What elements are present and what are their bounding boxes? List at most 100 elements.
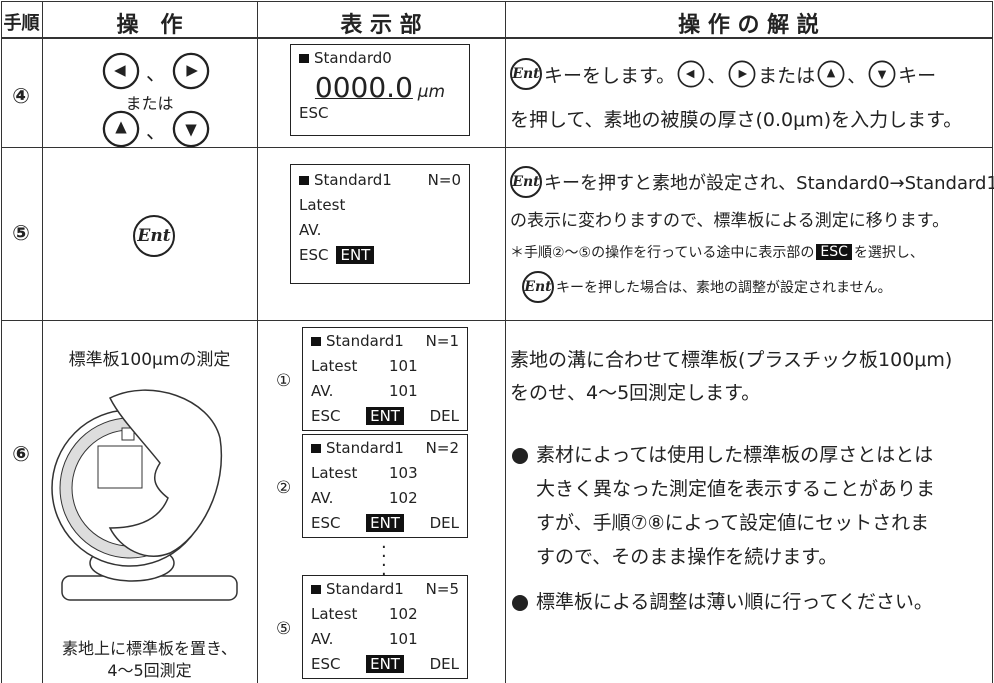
display-screen: Standard1 N=2 Latest 103 AV. 102 ESC ENT DEL: [302, 434, 468, 538]
arrow-icon: [868, 60, 896, 88]
screen-value: 101: [389, 356, 418, 375]
text: ＊手順②〜⑤の操作を行っている途中に表示部の: [510, 245, 815, 261]
screen-value: 101: [389, 381, 418, 400]
explanation-line: Ent キーをします。 、 または 、 キー: [510, 58, 936, 90]
bullet-line: 素材によっては使用した標準板の厚さとはとは: [536, 444, 934, 466]
screen-esc: ESC: [311, 513, 341, 532]
border: [1, 320, 993, 321]
screen-label: AV.: [299, 220, 322, 239]
screen-del: DEL: [429, 406, 459, 425]
arrow-keys: 、: [102, 110, 210, 148]
screen-esc: ESC: [311, 654, 341, 673]
screen-marker: ②: [276, 478, 292, 498]
arrow-icon: [172, 110, 210, 148]
explanation-line: Ent キーを押すと素地が設定され、Standard0→Standard1: [510, 166, 994, 198]
arrow-key-icon: [677, 60, 705, 88]
explanation-line: を押して、素地の被膜の厚さ(0.0μm)を入力します。: [510, 109, 963, 131]
screen-title: Standard1: [326, 579, 404, 598]
bullet-line: 大きく異なった測定値を表示することがありま: [536, 478, 936, 500]
note-line: ＊手順②〜⑤の操作を行っている途中に表示部の ESC を選択し、: [510, 242, 924, 262]
border: [992, 1, 993, 683]
screen-label: AV.: [311, 629, 334, 648]
text: 、: [847, 64, 867, 87]
arrow-icon: [172, 52, 210, 90]
arrow-key-icon: [102, 110, 140, 148]
explanation-line: をのせ、4〜5回測定します。: [510, 382, 761, 404]
arrow-icon: [817, 60, 845, 88]
display-screen: Standard1 N=1 Latest 101 AV. 101 ESC ENT DEL: [302, 327, 468, 431]
text: または: [758, 64, 816, 87]
arrow-icon: [102, 110, 140, 148]
esc-label: ESC: [816, 244, 852, 260]
header: 操 作 の 解 説: [678, 13, 819, 38]
border: [1, 1, 2, 683]
bullet-line: すが、手順⑦⑧によって設定値にセットされま: [536, 512, 930, 534]
text: キー: [898, 64, 937, 87]
arrow-icon: [102, 52, 140, 90]
ent-key-icon: Ent: [133, 215, 175, 257]
screen-label: Latest: [299, 195, 346, 214]
screen-esc: ESC: [311, 406, 341, 425]
screen-title: Standard0: [314, 49, 392, 67]
bullet: [512, 595, 528, 611]
text: 素地上に標準板を置き、: [62, 639, 237, 658]
screen-value: 102: [389, 488, 418, 507]
screen-del: DEL: [429, 513, 459, 532]
text: キーをします。: [544, 64, 676, 87]
screen-title: Standard1: [314, 170, 392, 189]
arrow-key-icon: [172, 52, 210, 90]
screen-title: Standard1: [326, 438, 404, 457]
step: ⑤: [12, 221, 30, 245]
note-line: Ent キーを押した場合は、素地の調整が設定されません。: [522, 271, 892, 303]
separator: 、: [146, 60, 166, 85]
arrow-key-icon: [172, 110, 210, 148]
screen-esc: ESC: [299, 104, 329, 122]
screen-marker: ⑤: [276, 619, 292, 639]
screen-value: 0000.0: [314, 71, 413, 104]
screen-value: 101: [389, 629, 418, 648]
text: 、: [707, 64, 727, 87]
explanation-line: の表示に変わりますので、標準板による測定に移ります。: [510, 211, 950, 231]
header: 表 示 部: [340, 13, 422, 38]
header: 操 作: [116, 13, 183, 38]
screen-label: AV.: [311, 488, 334, 507]
screen-del: DEL: [429, 654, 459, 673]
border: [42, 1, 43, 683]
display-screen: Standard1 N=5 Latest 102 AV. 101 ESC ENT DEL: [302, 575, 468, 679]
screen-label: Latest: [311, 604, 358, 623]
ent-key-icon: Ent: [522, 271, 554, 303]
text: キーを押した場合は、素地の調整が設定されません。: [556, 280, 892, 296]
ent-key: Ent: [133, 215, 175, 257]
footer-caption: 素地上に標準板を置き、 4〜5回測定: [42, 638, 257, 682]
screen-count: N=5: [425, 579, 459, 598]
bullet-line: すので、そのまま操作を続けます。: [536, 546, 838, 568]
screen-label: AV.: [311, 381, 334, 400]
bullet: [512, 448, 528, 464]
display-screen: Standard0 0000.0 μm ESC: [290, 44, 470, 136]
screen-marker: ①: [276, 371, 292, 391]
screen-ent: ENT: [366, 654, 404, 673]
screen-value: 103: [389, 463, 418, 482]
screen-esc: ESC: [299, 245, 329, 264]
text: 4〜5回測定: [107, 661, 192, 680]
gauge-illustration: [51, 389, 238, 601]
screen-title: Standard1: [326, 331, 404, 350]
ent-key-icon: Ent: [510, 166, 542, 198]
screen-ent: ENT: [336, 245, 375, 264]
text: を選択し、: [853, 245, 924, 261]
border: [505, 1, 506, 683]
or-text: または: [125, 94, 174, 113]
screen-count: N=0: [427, 170, 461, 189]
bullet-line: 標準板による調整は薄い順に行ってください。: [536, 591, 933, 613]
separator: 、: [146, 118, 166, 143]
arrow-key-icon: [817, 60, 845, 88]
header: 手順: [3, 13, 40, 34]
border: [1, 1, 993, 2]
arrow-icon: [728, 60, 756, 88]
arrow-key-icon: [868, 60, 896, 88]
arrow-keys: 、: [102, 52, 210, 90]
border: [257, 1, 258, 683]
screen-count: N=1: [425, 331, 459, 350]
step: ⑥: [12, 442, 30, 466]
